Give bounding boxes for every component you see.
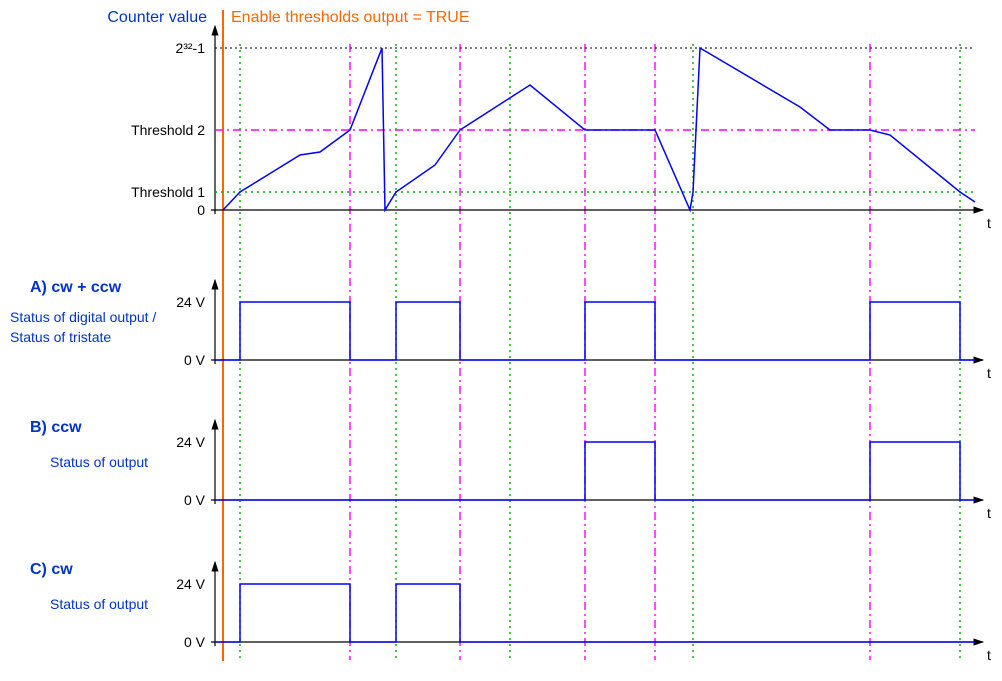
panel-a-signal bbox=[215, 302, 975, 360]
panel-b-ytick-lo: 0 V bbox=[184, 492, 206, 508]
panel-a-x-label: t bbox=[987, 365, 991, 381]
panel-b-signal bbox=[215, 442, 975, 500]
panel-b-ytick-hi: 24 V bbox=[176, 434, 205, 450]
panel-c-ytick-hi: 24 V bbox=[176, 576, 205, 592]
enable-text: Enable thresholds output = TRUE bbox=[231, 9, 470, 26]
top-ytick-th2: Threshold 2 bbox=[131, 122, 205, 138]
panel-b-x-label: t bbox=[987, 505, 991, 521]
panel-c-sub: Status of output bbox=[50, 596, 148, 612]
panel-c-x-label: t bbox=[987, 647, 991, 663]
top-x-label: t bbox=[987, 215, 991, 231]
panel-a-sub2: Status of tristate bbox=[10, 329, 111, 345]
counter-value-trace bbox=[223, 48, 975, 210]
panel-a-ytick-hi: 24 V bbox=[176, 294, 205, 310]
panel-b-title: B) ccw bbox=[30, 419, 82, 436]
panel-a-sub1: Status of digital output / bbox=[10, 309, 156, 325]
timing-diagram: 0 2³²-1 Threshold 1 Threshold 2 Counter valu… bbox=[0, 0, 1002, 681]
top-ytick-th1: Threshold 1 bbox=[131, 184, 205, 200]
panel-a-title: A) cw + ccw bbox=[30, 279, 122, 296]
top-chart-title: Counter value bbox=[107, 9, 207, 26]
panel-a-ytick-lo: 0 V bbox=[184, 352, 206, 368]
top-ytick-max: 2³²-1 bbox=[175, 40, 205, 56]
top-ytick-zero: 0 bbox=[197, 202, 205, 218]
panel-c-ytick-lo: 0 V bbox=[184, 634, 206, 650]
panel-c-title: C) cw bbox=[30, 561, 73, 578]
panel-b-sub: Status of output bbox=[50, 454, 148, 470]
panel-c-signal bbox=[215, 584, 975, 642]
